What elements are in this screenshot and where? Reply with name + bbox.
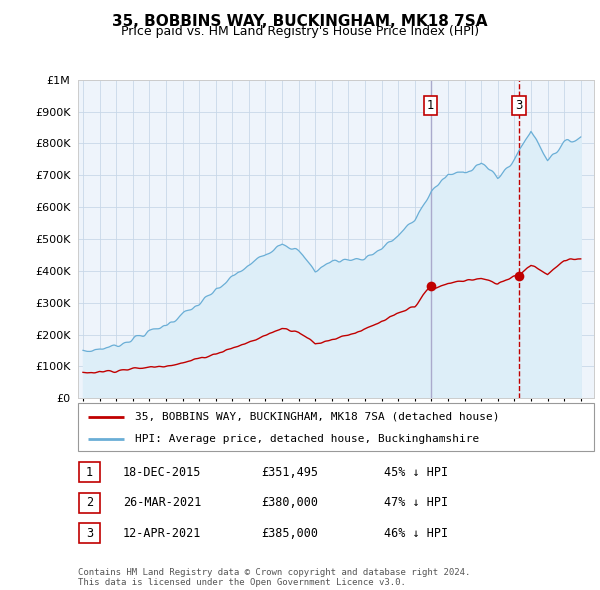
Text: Contains HM Land Registry data © Crown copyright and database right 2024.
This d: Contains HM Land Registry data © Crown c… [78,568,470,587]
Text: £351,495: £351,495 [261,466,318,478]
Text: 26-MAR-2021: 26-MAR-2021 [123,496,202,509]
Text: £380,000: £380,000 [261,496,318,509]
Text: 35, BOBBINS WAY, BUCKINGHAM, MK18 7SA (detached house): 35, BOBBINS WAY, BUCKINGHAM, MK18 7SA (d… [135,411,499,421]
Text: 1: 1 [427,99,434,112]
Text: Price paid vs. HM Land Registry's House Price Index (HPI): Price paid vs. HM Land Registry's House … [121,25,479,38]
Text: £385,000: £385,000 [261,527,318,540]
Text: 18-DEC-2015: 18-DEC-2015 [123,466,202,478]
Text: 1: 1 [86,466,93,478]
Text: 35, BOBBINS WAY, BUCKINGHAM, MK18 7SA: 35, BOBBINS WAY, BUCKINGHAM, MK18 7SA [112,14,488,28]
Text: 3: 3 [86,527,93,540]
Text: 46% ↓ HPI: 46% ↓ HPI [384,527,448,540]
Text: 2: 2 [86,496,93,509]
Text: 12-APR-2021: 12-APR-2021 [123,527,202,540]
Text: 47% ↓ HPI: 47% ↓ HPI [384,496,448,509]
Text: 3: 3 [515,99,523,112]
Text: HPI: Average price, detached house, Buckinghamshire: HPI: Average price, detached house, Buck… [135,434,479,444]
Text: 45% ↓ HPI: 45% ↓ HPI [384,466,448,478]
